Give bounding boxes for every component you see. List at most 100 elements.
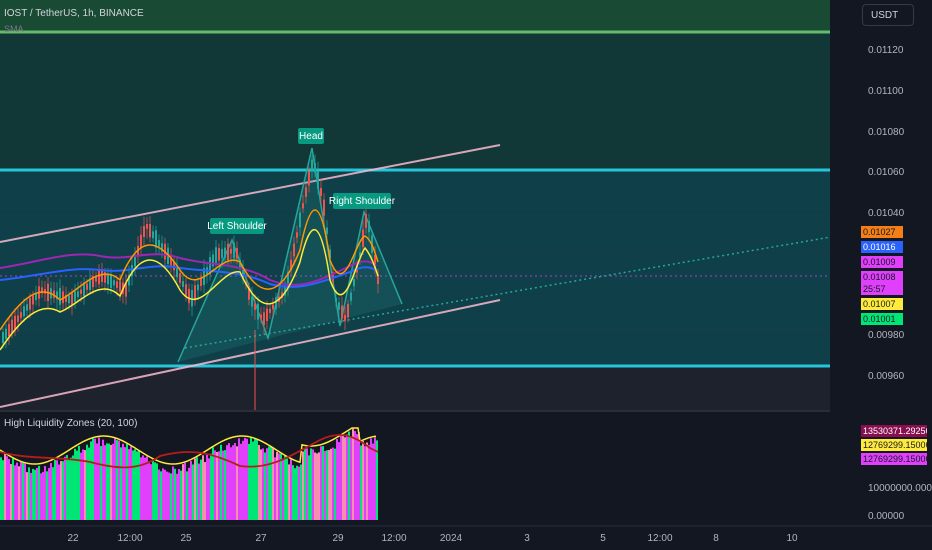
candle [308,171,310,186]
liquidity-bar [214,450,216,520]
liquidity-bar [200,459,202,520]
liquidity-bar [82,449,84,520]
price-tick: 0.01100 [868,86,904,97]
liquidity-bar [218,451,220,520]
candle [119,281,121,292]
candle [338,302,340,310]
liquidity-bar [342,435,344,520]
candle [305,187,307,197]
candle [266,308,268,321]
candle [287,271,289,289]
indicator-tag-yellow: 12769299.15000 [861,439,927,451]
liquidity-bar [54,459,56,520]
candle [101,269,103,282]
liquidity-bar [372,443,374,520]
countdown-tag: 25:57 [861,283,903,295]
price-tag-yellow: 0.01007 [861,298,903,310]
candle [209,257,211,275]
candle [32,295,34,305]
liquidity-bar [42,471,44,520]
liquidity-bar [272,448,274,520]
time-tick: 2024 [440,533,463,544]
time-axis[interactable]: 22 12:00 25 27 29 12:00 2024 3 5 12:00 8… [0,525,932,550]
candle [212,254,214,267]
candle [359,252,361,257]
candle [299,212,301,228]
liquidity-bar [232,445,234,520]
liquidity-bar [26,472,28,520]
liquidity-bar [234,443,236,520]
price-candles[interactable] [2,154,379,349]
time-tick: 25 [180,533,192,544]
candle [23,306,25,317]
liquidity-bar [32,468,34,520]
head-label[interactable]: Head [298,128,324,144]
liquidity-bar [134,449,136,520]
liquidity-bar [296,465,298,520]
head-shoulders-pattern[interactable] [177,147,403,363]
candle [275,297,277,309]
candle [341,305,343,319]
indicator-tag-max: 13530371.29250 [861,425,927,437]
candle [14,315,16,330]
liquidity-bar [238,438,240,520]
liquidity-bar [148,461,150,520]
liquidity-bar [138,450,140,520]
liquidity-bar [360,445,362,520]
liquidity-bar [46,471,48,520]
candle [320,187,322,197]
candle [59,287,61,305]
liquidity-bar [208,458,210,520]
candle [377,274,379,284]
left-shoulder-label[interactable]: Left Shoulder [207,218,267,234]
liquidity-bar [88,447,90,520]
candle [335,297,337,303]
liquidity-bar [14,465,16,520]
last-price-tag: 0.01008 [861,271,903,283]
candle [350,292,352,301]
candle [317,171,319,189]
candle [155,230,157,248]
symbol-header[interactable]: IOST / TetherUS, 1h, BINANCE [4,8,144,19]
time-tick: 3 [524,533,530,544]
price-tick: 0.01060 [868,167,905,178]
liquidity-bar [348,431,350,520]
liquidity-bar [366,442,368,520]
liquidity-bar [176,473,178,520]
candle [170,254,172,266]
liquidity-bar [264,452,266,520]
candle [374,254,376,269]
liquidity-bar [28,467,30,520]
liquidity-bar [226,445,228,520]
liquidity-bar [152,459,154,520]
liquidity-bar [84,450,86,520]
candle [134,254,136,267]
indicator-title[interactable]: High Liquidity Zones (20, 100) [4,418,138,429]
liquidity-bar [374,437,376,520]
liquidity-bar [22,462,24,520]
liquidity-bar [10,464,12,520]
liquidity-bar [150,464,152,520]
channel-lower-line[interactable] [0,299,501,408]
channel-upper-line[interactable] [0,144,501,243]
price-tag-green: 0.01001 [861,313,903,325]
currency-button[interactable]: USDT [862,4,914,26]
right-shoulder-label[interactable]: Right Shoulder [329,193,396,209]
candle [86,283,88,290]
time-tick: 12:00 [647,533,672,544]
sma-purple-line [0,253,377,286]
liquidity-bar [210,453,212,520]
liquidity-bar [346,434,348,520]
liquidity-histogram[interactable] [0,427,378,520]
liquidity-bar [44,466,46,520]
liquidity-bar [370,438,372,520]
candle [227,243,229,261]
liquidity-bar [178,469,180,520]
liquidity-bar [368,444,370,520]
liquidity-bar [40,473,42,520]
liquidity-bar [158,469,160,520]
sma-legend[interactable]: SMA [4,24,24,34]
liquidity-bar [66,455,68,520]
upper-green-zone [0,0,830,32]
